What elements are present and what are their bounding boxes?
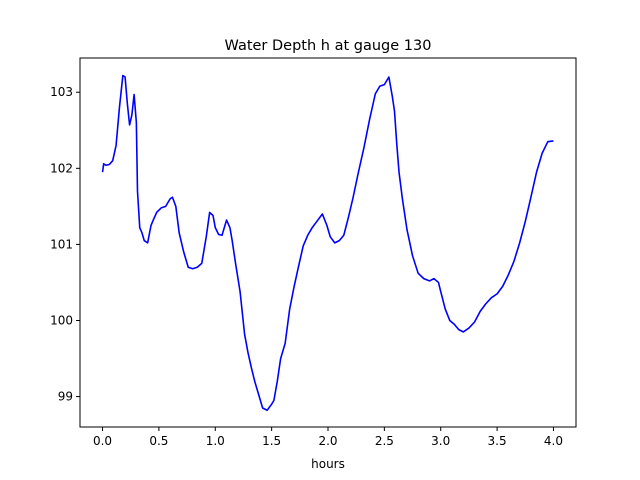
x-tick-label: 1.5 bbox=[262, 434, 281, 448]
x-tick-label: 3.0 bbox=[431, 434, 450, 448]
y-tick-label: 99 bbox=[58, 390, 73, 404]
chart-title: Water Depth h at gauge 130 bbox=[225, 38, 432, 54]
x-tick-label: 4.0 bbox=[544, 434, 563, 448]
y-tick-label: 102 bbox=[50, 161, 73, 175]
x-tick-label: 0.0 bbox=[93, 434, 112, 448]
x-tick-label: 0.5 bbox=[149, 434, 168, 448]
y-tick-label: 103 bbox=[50, 85, 73, 99]
y-tick-label: 101 bbox=[50, 237, 73, 251]
y-axis: 99 100 101 102 103 bbox=[50, 85, 80, 404]
x-tick-label: 2.5 bbox=[375, 434, 394, 448]
x-tick-label: 1.0 bbox=[206, 434, 225, 448]
y-tick-label: 100 bbox=[50, 313, 73, 327]
x-tick-label: 2.0 bbox=[318, 434, 337, 448]
x-tick-label: 3.5 bbox=[488, 434, 507, 448]
x-axis: 0.0 0.5 1.0 1.5 2.0 2.5 3.0 3.5 4.0 bbox=[93, 427, 563, 448]
series-line bbox=[101, 74, 554, 412]
x-axis-label: hours bbox=[311, 457, 345, 471]
series-layer bbox=[101, 74, 554, 412]
